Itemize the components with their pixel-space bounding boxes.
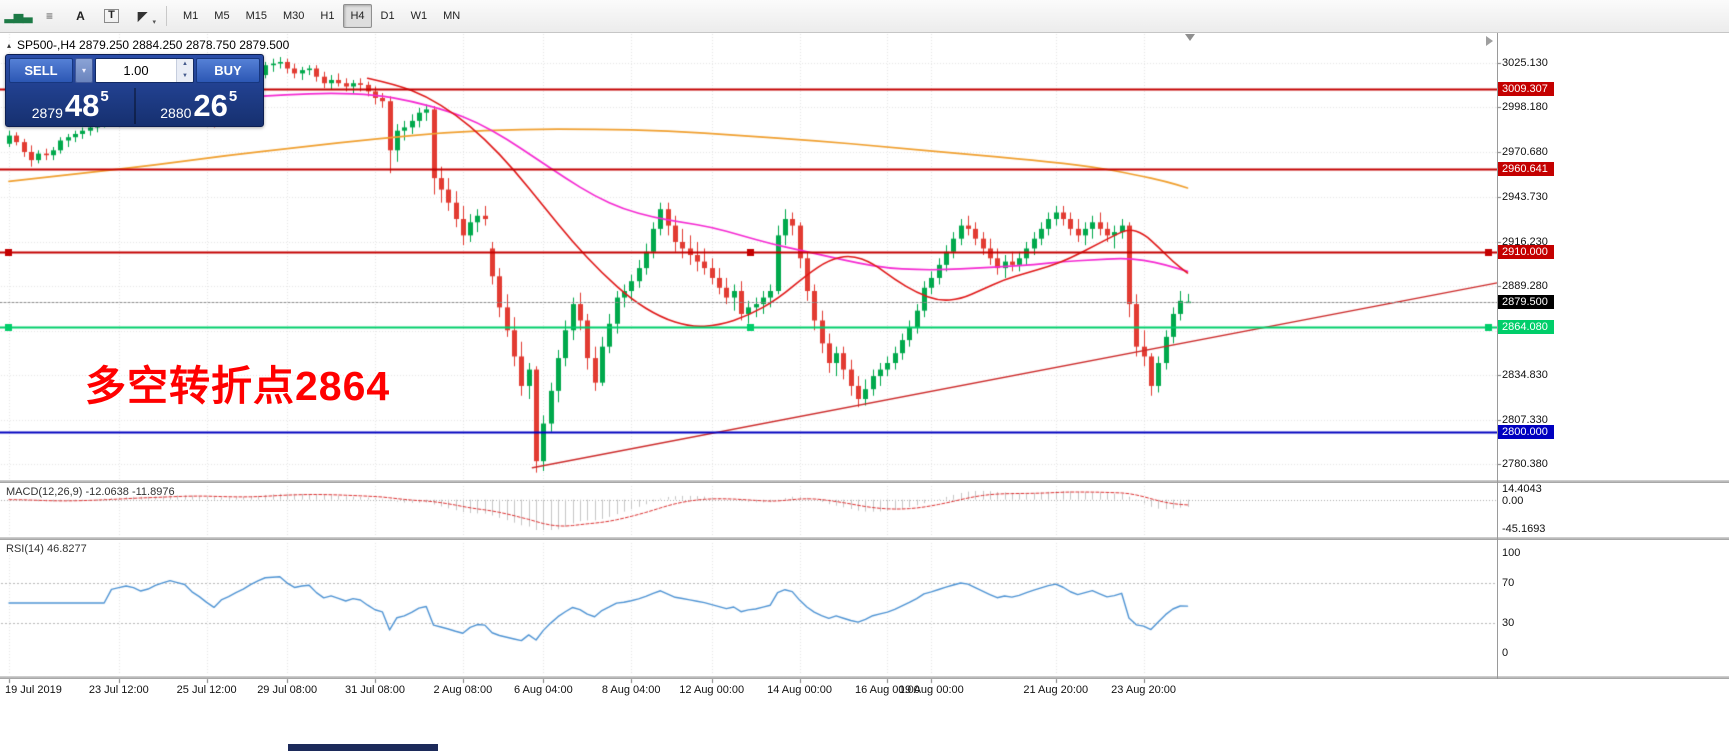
bid-price[interactable]: 2879 48 5 — [9, 86, 132, 126]
volume-dropdown-button[interactable]: ▾ — [75, 58, 93, 83]
chart-annotation-text[interactable]: 多空转折点2864 — [85, 363, 391, 409]
timeframe-button-M30[interactable]: M30 — [282, 10, 305, 22]
time-axis-label: 29 Jul 08:00 — [257, 684, 318, 696]
time-axis-label: 14 Aug 00:00 — [767, 684, 832, 696]
time-axis-label: 12 Aug 00:00 — [679, 684, 745, 696]
panel-splitter[interactable] — [0, 676, 1729, 679]
ask-price-sup: 5 — [228, 88, 238, 105]
candlestick-chart-icon[interactable]: ▂▅▃ — [4, 3, 33, 29]
volume-input[interactable] — [96, 59, 176, 82]
symbol-info-bar: ▴ SP500-,H4 2879.250 2884.250 2878.750 2… — [7, 38, 289, 52]
indicators-list-icon[interactable]: ≡ — [35, 3, 64, 29]
macd-indicator-label: MACD(12,26,9) -12.0638 -11.8976 — [6, 486, 175, 498]
time-axis-label: 31 Jul 08:00 — [345, 684, 405, 696]
quote-divider — [133, 88, 136, 124]
text-tool-icon[interactable]: A — [66, 3, 95, 29]
rsi-indicator-label: RSI(14) 46.8277 — [6, 543, 87, 555]
text-tool-icon-glyph: A — [76, 9, 85, 23]
toolbar-separator — [166, 6, 167, 26]
ask-price[interactable]: 2880 26 5 — [138, 86, 261, 126]
symbol-ohlc-text: SP500-,H4 2879.250 2884.250 2878.750 287… — [17, 38, 290, 52]
quote-row: 2879 48 5 2880 26 5 — [9, 86, 260, 126]
sell-button[interactable]: SELL — [9, 58, 73, 83]
time-axis-label: 23 Jul 12:00 — [88, 684, 149, 696]
time-axis-label: 19 Aug 00:00 — [898, 684, 964, 696]
text-label-tool-icon[interactable]: T — [97, 3, 126, 29]
ask-price-big: 26 — [193, 88, 228, 123]
timeframe-button-W1[interactable]: W1 — [410, 10, 428, 22]
timeframe-button-H4[interactable]: H4 — [343, 4, 372, 28]
panel-splitter[interactable] — [0, 537, 1729, 540]
one-click-trading-panel: SELL ▾ ▲ ▼ BUY 2879 48 5 2880 26 5 — [5, 54, 264, 127]
buy-button[interactable]: BUY — [196, 58, 260, 83]
price-axis-separator — [1497, 33, 1498, 679]
chart-shift-marker-icon — [1185, 34, 1195, 41]
trade-controls-row: SELL ▾ ▲ ▼ BUY — [9, 58, 260, 83]
timeframe-button-M1[interactable]: M1 — [183, 10, 199, 22]
panel-splitter[interactable] — [0, 480, 1729, 483]
ask-price-small: 2880 — [160, 105, 192, 121]
indicators-list-icon-glyph: ≡ — [45, 9, 53, 23]
time-axis-label: 25 Jul 12:00 — [176, 684, 237, 696]
timeframe-button-H1[interactable]: H1 — [320, 10, 335, 22]
time-axis-label: 16 Aug 00:00 — [854, 684, 920, 696]
bid-price-sup: 5 — [100, 88, 109, 105]
volume-up-button[interactable]: ▲ — [177, 59, 193, 71]
time-axis-label: 21 Aug 20:00 — [1023, 684, 1089, 696]
timeframe-button-M15[interactable]: M15 — [245, 10, 267, 22]
timeframe-button-group: M1 M5 M15 M30 H1 H4 D1 W1 MN — [176, 4, 467, 28]
time-axis-label: 6 Aug 04:00 — [513, 684, 573, 696]
cursor-tool-icon-glyph: ◤ — [137, 9, 148, 23]
taskbar-fragment — [288, 744, 438, 751]
toolbar-icon-group: ▂▅▃ ≡ A T ◤ ▾ — [4, 3, 157, 29]
dropdown-caret-icon[interactable]: ▾ — [152, 19, 156, 26]
time-axis[interactable]: 19 Jul 2019 23 Jul 12:00 25 Jul 12:00 29 Ju… — [0, 679, 1497, 700]
timeframe-button-MN[interactable]: MN — [443, 10, 461, 22]
volume-input-wrap: ▲ ▼ — [95, 58, 194, 83]
candlestick-chart-icon-glyph: ▂▅▃ — [4, 9, 33, 23]
time-axis-label: 23 Aug 20:00 — [1111, 684, 1177, 696]
cursor-tool-icon[interactable]: ◤ ▾ — [128, 3, 157, 29]
time-axis-label: 19 Jul 2019 — [5, 684, 62, 696]
timeframe-button-D1[interactable]: D1 — [380, 10, 395, 22]
volume-spinner: ▲ ▼ — [176, 59, 193, 82]
time-axis-label: 8 Aug 04:00 — [601, 684, 661, 696]
bid-price-small: 2879 — [31, 105, 63, 121]
timeframe-button-M5[interactable]: M5 — [214, 10, 230, 22]
time-axis-label: 2 Aug 08:00 — [433, 684, 493, 696]
volume-down-button[interactable]: ▼ — [177, 70, 193, 82]
toolbar: ▂▅▃ ≡ A T ◤ ▾ M1 M5 M15 M30 H1 H4 D1 W1 MN — [0, 0, 1729, 33]
text-label-tool-icon-glyph: T — [104, 9, 119, 23]
scroll-right-marker-icon — [1486, 36, 1493, 46]
bid-price-big: 48 — [64, 88, 100, 123]
collapse-triangle-icon[interactable]: ▴ — [7, 40, 12, 50]
